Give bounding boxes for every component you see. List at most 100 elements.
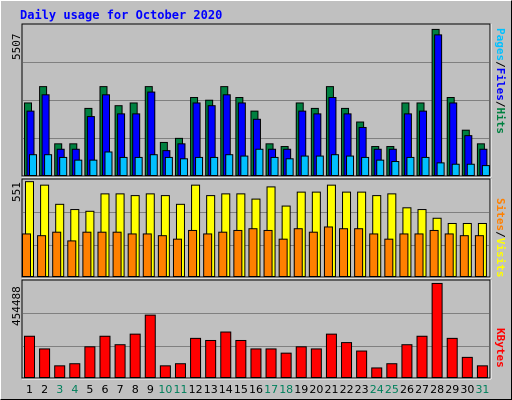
- kbytes-bar-day-1: [24, 335, 35, 379]
- pages-bar-day-7: [119, 156, 128, 177]
- pages-bar-day-16: [255, 148, 264, 176]
- sites-bar-day-16: [248, 228, 258, 277]
- sites-bar-day-20: [308, 231, 318, 277]
- kbytes-bar-day-28: [431, 282, 443, 379]
- kbytes-bar-day-30: [461, 356, 473, 378]
- sites-bar-day-4: [67, 240, 77, 277]
- kbytes-bar-day-12: [190, 337, 202, 378]
- sites-bar-day-19: [293, 228, 303, 277]
- kbytes-bar-day-24: [371, 367, 383, 378]
- day-label-8: 8: [132, 383, 139, 396]
- pages-bar-day-15: [240, 155, 249, 177]
- pages-bar-day-1: [29, 154, 37, 176]
- kbytes-bar-day-3: [54, 365, 66, 378]
- day-label-25: 25: [385, 383, 399, 396]
- kbytes-bar-day-8: [129, 333, 141, 378]
- legend-hits: Hits: [494, 107, 507, 135]
- pages-bar-day-9: [149, 154, 158, 176]
- day-label-9: 9: [147, 383, 154, 396]
- day-label-20: 20: [309, 383, 323, 396]
- day-label-1: 1: [26, 383, 33, 396]
- pages-bar-day-30: [466, 163, 475, 177]
- legend-pages: Pages: [494, 28, 507, 62]
- panel2-ymax-label: 551: [10, 182, 23, 202]
- day-label-24: 24: [370, 383, 384, 396]
- sites-bar-day-2: [37, 235, 47, 277]
- sites-bar-day-18: [278, 238, 288, 277]
- day-label-15: 15: [234, 383, 248, 396]
- legend-visits: Visits: [494, 237, 507, 278]
- sites-bar-day-7: [112, 231, 122, 277]
- kbytes-bar-day-2: [39, 348, 51, 378]
- pages-bar-day-4: [74, 159, 83, 177]
- day-label-19: 19: [294, 383, 308, 396]
- sites-bar-day-10: [157, 235, 167, 277]
- files-bar-day-28: [434, 34, 443, 176]
- sites-bar-day-29: [444, 233, 454, 277]
- day-label-17: 17: [264, 383, 278, 396]
- day-label-6: 6: [102, 383, 109, 396]
- pages-bar-day-14: [225, 154, 234, 176]
- sites-bar-day-23: [354, 228, 364, 277]
- sites-bar-day-15: [233, 229, 243, 277]
- legend-kbytes: KBytes: [494, 328, 507, 368]
- kbytes-bar-day-6: [99, 335, 111, 379]
- day-label-10: 10: [158, 383, 172, 396]
- day-label-16: 16: [249, 383, 263, 396]
- day-label-31: 31: [475, 383, 489, 396]
- sites-bar-day-22: [339, 228, 349, 277]
- kbytes-bar-day-18: [280, 352, 292, 379]
- pages-bar-day-29: [451, 163, 460, 177]
- pages-bar-day-20: [315, 155, 324, 177]
- kbytes-bar-day-22: [341, 342, 353, 378]
- pages-bar-day-3: [59, 156, 68, 177]
- sites-bar-day-1: [22, 233, 31, 277]
- panel1-ymax-label: 5507: [10, 33, 23, 61]
- legend-visits-sites: Sites/Visits: [494, 198, 507, 278]
- sites-bar-day-11: [172, 238, 182, 277]
- sites-bar-day-21: [323, 226, 333, 277]
- kbytes-bar-day-9: [144, 314, 156, 378]
- sites-bar-day-12: [188, 229, 198, 277]
- kbytes-bar-day-17: [265, 348, 277, 378]
- kbytes-bar-day-31: [476, 365, 488, 378]
- day-label-2: 2: [41, 383, 48, 396]
- day-label-3: 3: [56, 383, 63, 396]
- pages-bar-day-28: [436, 162, 445, 176]
- day-label-4: 4: [71, 383, 78, 396]
- sites-bar-day-31: [474, 235, 484, 277]
- sites-bar-day-14: [218, 231, 228, 277]
- legend-hits-files-pages: Pages/Files/Hits: [494, 28, 507, 134]
- day-label-30: 30: [460, 383, 474, 396]
- kbytes-bar-day-13: [205, 339, 217, 378]
- day-label-29: 29: [445, 383, 459, 396]
- sites-bar-day-17: [263, 229, 273, 277]
- graph-title: Daily usage for October 2020: [20, 8, 223, 22]
- kbytes-bar-day-16: [250, 348, 262, 378]
- legend-sites: Sites: [494, 198, 507, 232]
- pages-bar-day-10: [164, 156, 173, 177]
- pages-bar-day-13: [210, 156, 219, 177]
- sites-bar-day-26: [399, 233, 409, 277]
- day-label-23: 23: [355, 383, 369, 396]
- kbytes-bar-day-20: [310, 348, 322, 378]
- pages-bar-day-12: [195, 156, 204, 177]
- kbytes-bar-day-29: [446, 337, 458, 378]
- day-label-12: 12: [189, 383, 203, 396]
- pages-bar-day-19: [300, 155, 309, 177]
- sites-bar-day-13: [203, 233, 213, 277]
- day-label-5: 5: [86, 383, 93, 396]
- day-label-13: 13: [204, 383, 218, 396]
- day-label-18: 18: [279, 383, 293, 396]
- pages-bar-day-31: [481, 165, 490, 177]
- sites-bar-day-27: [414, 233, 424, 277]
- kbytes-bar-day-23: [356, 350, 368, 378]
- sites-bar-day-24: [369, 233, 379, 277]
- sites-bar-day-8: [127, 233, 137, 277]
- sites-bar-day-25: [384, 238, 394, 277]
- pages-bar-day-25: [391, 161, 400, 177]
- sites-bar-day-5: [82, 231, 92, 277]
- sites-bar-day-9: [142, 233, 152, 277]
- pages-bar-day-24: [376, 159, 385, 177]
